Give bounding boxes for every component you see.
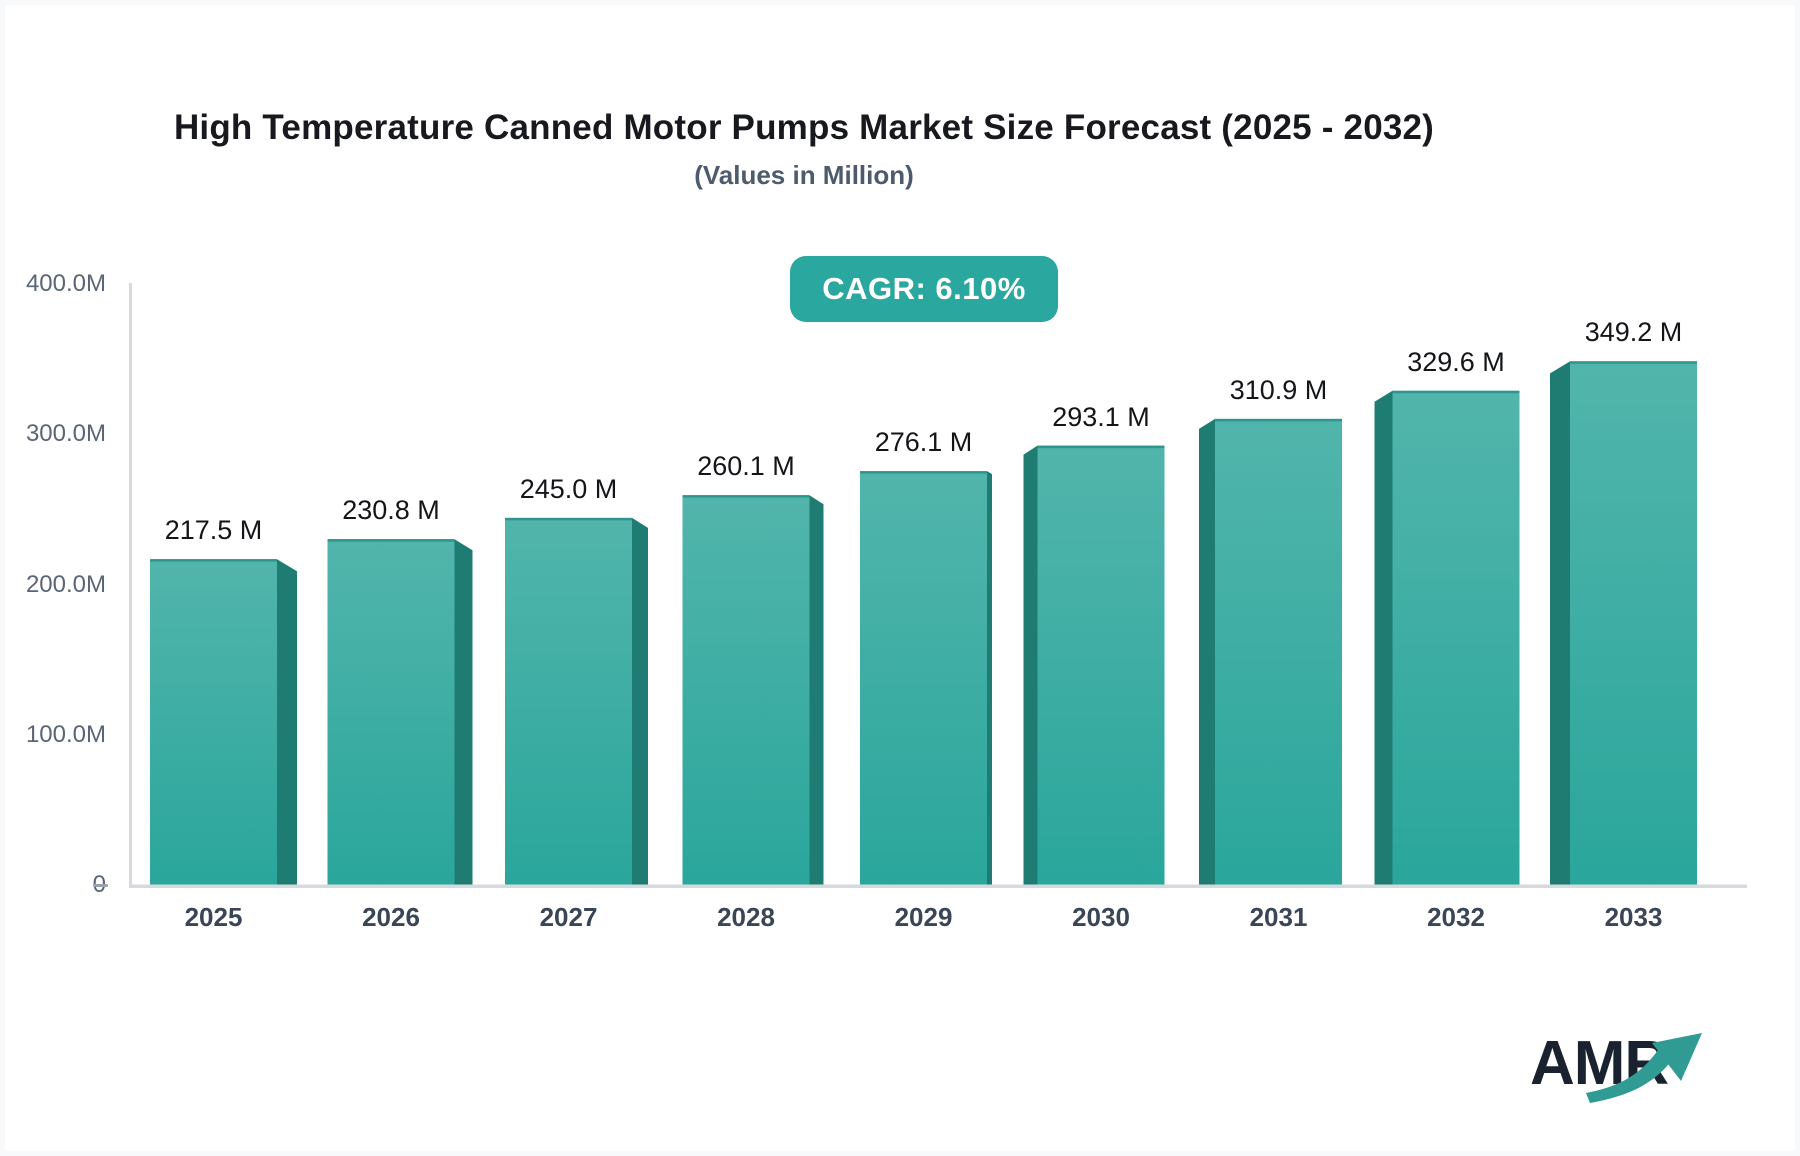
cagr-badge: CAGR: 6.10% [790, 256, 1058, 322]
bar-front-face [327, 539, 455, 886]
bar-side-face [987, 471, 992, 886]
bar-2028 [682, 495, 824, 886]
bar-value-label-2033: 349.2 M [1584, 317, 1683, 348]
amr-logo-text: AMR [1530, 1029, 1669, 1098]
bar-side-face [632, 517, 648, 886]
x-axis-label-2028: 2028 [717, 902, 775, 932]
logo-growth-arrow-icon [1586, 1033, 1702, 1103]
chart-title: High Temperature Canned Motor Pumps Mark… [173, 108, 1435, 147]
x-axis-label-2027: 2027 [539, 902, 598, 932]
bar-2027 [505, 517, 648, 886]
bar-front-face [1392, 390, 1520, 886]
y-axis-label-300.0M: 300.0M [25, 420, 106, 448]
x-axis-label-2033: 2033 [1604, 902, 1663, 932]
bar-side-face [1374, 390, 1393, 886]
bar-side-face [277, 559, 297, 886]
x-axis-label-2032: 2032 [1427, 902, 1485, 932]
bar-front-face [505, 517, 632, 886]
amr-logo: AMR [1480, 1000, 1730, 1120]
bar-2033 [1550, 361, 1697, 886]
bar-value-label-2026: 230.8 M [342, 495, 440, 526]
y-axis-line [129, 283, 132, 888]
bar-2030 [1023, 445, 1165, 886]
bar-2031 [1199, 418, 1342, 886]
bar-front-face [860, 471, 987, 886]
bar-value-label-2031: 310.9 M [1229, 374, 1328, 405]
bar-2029 [860, 471, 992, 886]
y-axis-label-200.0M: 200.0M [25, 570, 106, 598]
bar-side-face [809, 495, 824, 886]
bar-value-label-2027: 245.0 M [519, 473, 618, 504]
x-axis-label-2029: 2029 [894, 902, 953, 932]
bar-front-face [150, 559, 277, 886]
bar-side-face [1550, 361, 1570, 886]
bar-value-label-2030: 293.1 M [1052, 401, 1150, 432]
bar-2026 [327, 539, 473, 886]
bar-value-label-2029: 276.1 M [874, 427, 973, 458]
bar-front-face [682, 495, 810, 886]
bar-side-face [1199, 418, 1215, 886]
bar-value-label-2032: 329.6 M [1407, 346, 1505, 377]
y-axis-label-100.0M: 100.0M [25, 720, 106, 748]
y-axis-label-400.0M: 400.0M [25, 270, 106, 297]
bar-value-label-2028: 260.1 M [697, 451, 795, 482]
x-axis-label-2031: 2031 [1249, 902, 1308, 932]
bar-2032 [1374, 390, 1520, 886]
x-axis-label-2026: 2026 [362, 902, 420, 932]
bar-front-face [1037, 445, 1165, 886]
x-axis-line [129, 884, 1747, 888]
x-axis-label-2025: 2025 [184, 902, 243, 932]
bar-side-face [1023, 445, 1038, 886]
chart-subtitle: (Values in Million) [694, 160, 914, 190]
bar-front-face [1570, 361, 1697, 886]
bar-value-label-2025: 217.5 M [164, 515, 263, 546]
bar-side-face [454, 539, 473, 886]
y-axis-label-0: 0 [0, 871, 106, 899]
zero-tick-dash [93, 884, 108, 887]
bar-front-face [1215, 418, 1342, 886]
x-axis-label-2030: 2030 [1072, 902, 1130, 932]
bar-2025 [150, 559, 297, 886]
